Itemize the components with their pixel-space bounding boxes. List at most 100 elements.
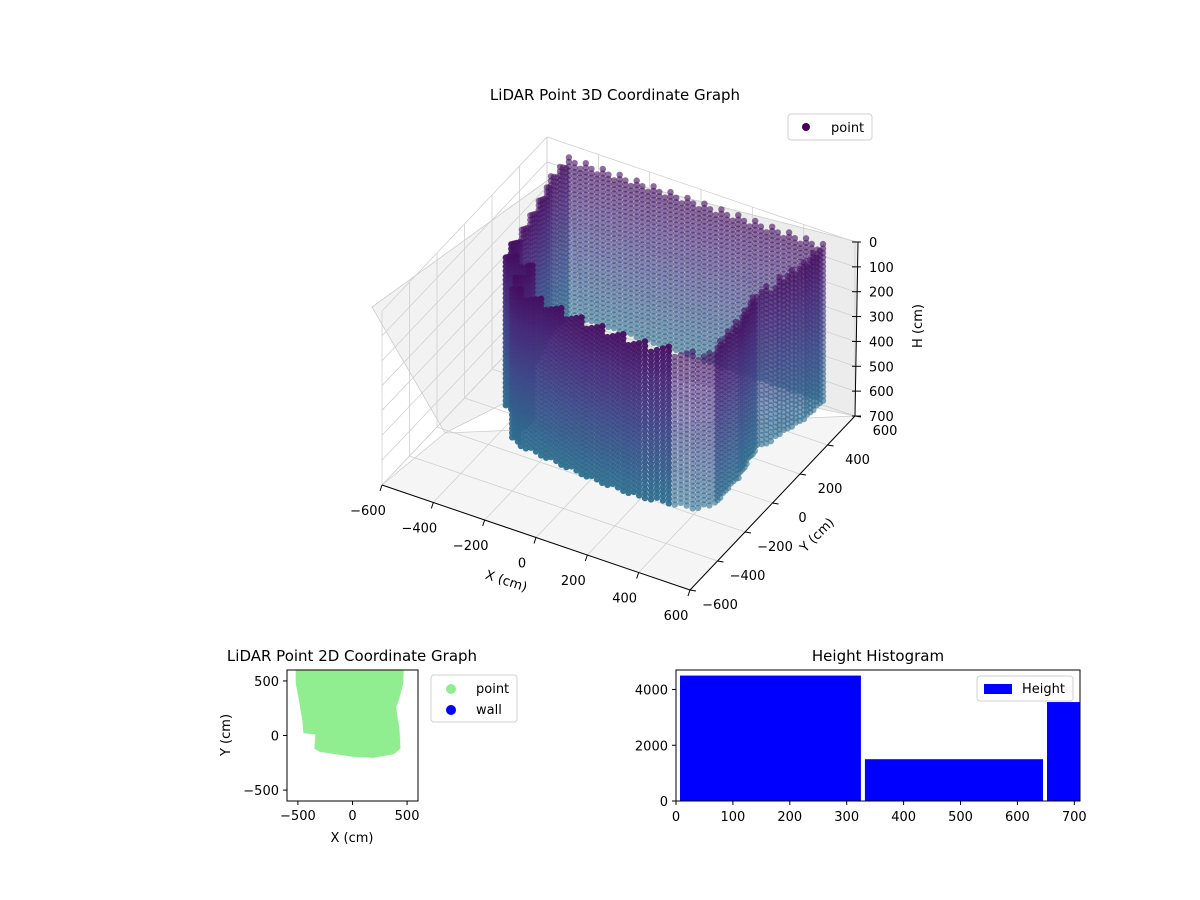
cloud-point: [620, 487, 627, 494]
cloud-point: [718, 318, 725, 325]
cloud-point: [599, 399, 606, 406]
cloud-point: [718, 304, 725, 312]
cloud-point: [678, 258, 685, 265]
cloud-point: [568, 333, 575, 340]
cloud-point: [633, 325, 640, 332]
cloud-point: [633, 257, 640, 265]
cloud-point: [639, 241, 646, 248]
cloud-point: [573, 413, 580, 420]
cloud-point: [780, 266, 787, 273]
cloud-point: [502, 402, 509, 409]
cloud-point: [609, 337, 616, 344]
cloud-point: [527, 328, 535, 335]
cloud-point: [537, 443, 545, 450]
cloud-point: [583, 428, 590, 435]
cloud-point: [527, 301, 535, 308]
cloud-point: [599, 376, 606, 384]
cloud-point: [610, 244, 618, 251]
cloud-point: [689, 254, 697, 261]
cloud-point: [583, 441, 590, 449]
cloud-point: [661, 252, 669, 259]
cloud-point: [689, 330, 697, 337]
cloud-point: [568, 355, 575, 363]
cloud-point: [568, 396, 575, 403]
cloud-point: [507, 267, 515, 274]
cloud-point: [537, 349, 545, 356]
cloud-point: [772, 361, 779, 368]
cloud-point: [563, 361, 570, 368]
cloud-point: [578, 359, 585, 366]
cloud-point: [543, 365, 550, 372]
cloud-point: [614, 484, 622, 491]
cloud-point: [553, 444, 560, 451]
cloud-point: [763, 238, 770, 245]
cloud-point: [517, 389, 525, 396]
cloud-point: [706, 381, 713, 388]
cloud-point: [532, 305, 540, 312]
cloud-point: [711, 396, 719, 403]
cloud-point: [614, 376, 622, 384]
cloud-point: [563, 352, 570, 359]
cloud-point: [684, 212, 691, 219]
cloud-point: [568, 364, 575, 372]
cloud-point: [656, 300, 663, 307]
cloud-point: [522, 382, 530, 389]
cloud-point: [522, 431, 530, 439]
cloud-point: [633, 208, 640, 216]
cloud-point: [620, 398, 627, 405]
cloud-point: [656, 264, 663, 272]
cloud-point: [706, 439, 713, 446]
cloud-point: [695, 300, 702, 307]
cloud-point: [763, 264, 770, 272]
cloud-point: [772, 428, 779, 435]
cloud-point: [513, 257, 520, 264]
cloud-point: [599, 264, 606, 271]
cloud-point: [729, 217, 736, 224]
cloud-point: [757, 277, 765, 284]
cloud-point: [673, 194, 680, 201]
cloud-point: [593, 256, 601, 263]
cloud-point: [526, 262, 533, 269]
cloud-point: [667, 220, 674, 227]
cloud-point: [791, 257, 798, 264]
cloud-point: [527, 404, 535, 411]
cloud-point: [650, 321, 657, 329]
cloud-point: [604, 472, 611, 480]
cloud-point: [616, 176, 623, 183]
cloud-point: [610, 177, 618, 184]
cloud-point: [689, 267, 697, 274]
cloud-point: [650, 299, 657, 306]
cloud-point: [701, 204, 708, 212]
cloud-point: [532, 332, 540, 339]
cloud-point: [752, 240, 759, 247]
cloud-point: [661, 333, 669, 340]
cloud-point: [593, 319, 601, 326]
cloud-point: [620, 438, 627, 445]
cloud-point: [517, 290, 525, 298]
cloud-point: [650, 286, 657, 293]
cloud-point: [517, 313, 525, 320]
cloud-point: [588, 201, 595, 208]
cloud-point: [639, 281, 646, 288]
cloud-point: [593, 198, 601, 205]
cloud-point: [582, 231, 589, 238]
cloud-point: [582, 227, 589, 234]
cloud-point: [644, 246, 652, 254]
cloud-point: [526, 267, 533, 274]
cloud-point: [684, 279, 691, 287]
cloud-point: [656, 188, 663, 196]
cloud-point: [507, 271, 515, 278]
cloud-point: [740, 231, 748, 238]
cloud-point: [532, 336, 540, 343]
cloud-point: [684, 243, 691, 251]
cloud-point: [588, 308, 595, 316]
cloud-point: [772, 365, 779, 372]
cloud-point: [639, 294, 646, 302]
cloud-point: [543, 315, 550, 323]
cloud-point: [622, 320, 629, 327]
cloud-point: [599, 250, 606, 258]
cloud-point: [791, 261, 798, 269]
cloud-point: [729, 298, 736, 305]
cloud-point: [616, 305, 623, 313]
cloud-point: [583, 325, 590, 332]
